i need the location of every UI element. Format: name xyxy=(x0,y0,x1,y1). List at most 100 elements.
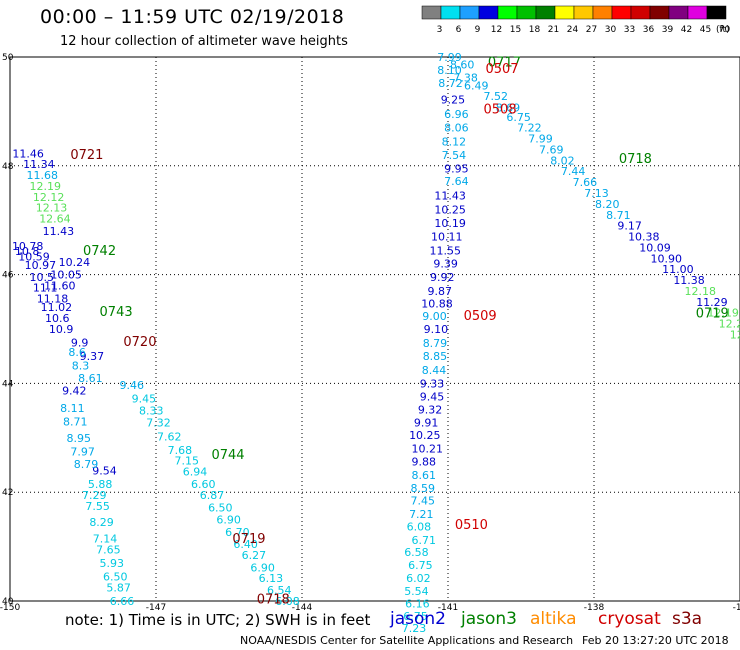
wave-height-label: 7.54 xyxy=(442,149,467,162)
wave-height-label: 7.52 xyxy=(484,90,509,103)
wave-height-label: 7.32 xyxy=(146,417,171,430)
wave-height-label: 9.39 xyxy=(433,258,458,271)
wave-height-label: 10.19 xyxy=(434,217,466,230)
satellite-jason3: jason3 xyxy=(461,609,517,629)
footer-note: note: 1) Time is in UTC; 2) SWH is in fe… xyxy=(65,611,371,629)
wave-height-label: 6.08 xyxy=(275,595,300,608)
time-label: 0510 xyxy=(455,518,488,533)
wave-height-label: 8.11 xyxy=(60,402,84,415)
wave-height-label: 10.24 xyxy=(59,256,91,269)
wave-height-label: 8.95 xyxy=(66,432,91,445)
wave-height-label: 6.94 xyxy=(183,466,208,479)
wave-height-label: 8.6 xyxy=(68,346,86,359)
wave-height-label: 11.02 xyxy=(41,301,73,314)
wave-height-label: 6.58 xyxy=(404,546,429,559)
wave-height-label: 8.06 xyxy=(444,122,469,135)
time-label: 0718 xyxy=(257,592,290,607)
wave-height-label: 7.15 xyxy=(174,455,199,468)
y-tick-label: 42 xyxy=(2,488,13,498)
wave-height-label: 10.05 xyxy=(50,269,82,282)
wave-height-label: 10.90 xyxy=(650,252,682,265)
legend-label: 70 xyxy=(719,25,731,35)
wave-height-label: 6.16 xyxy=(405,598,430,611)
wave-height-label: 9.42 xyxy=(62,384,87,397)
wave-height-label: 12.13 xyxy=(36,202,68,215)
wave-height-label: 10.21 xyxy=(412,443,444,456)
wave-height-label: 12.12 xyxy=(33,191,65,204)
legend-label: 36 xyxy=(643,25,655,35)
wave-height-label: 6.49 xyxy=(464,79,489,92)
wave-height-label: 9.54 xyxy=(92,464,117,477)
wave-height-label: 8.33 xyxy=(139,405,164,418)
wave-height-label: 8.61 xyxy=(412,469,437,482)
wave-height-label: 11.34 xyxy=(23,158,55,171)
legend-label: 24 xyxy=(567,25,579,35)
wave-height-label: 12.64 xyxy=(39,213,70,226)
wave-height-label: 7.13 xyxy=(584,187,609,200)
wave-height-label: 10.09 xyxy=(639,241,671,254)
wave-height-label: 10.88 xyxy=(421,297,453,310)
wave-height-label: 9.87 xyxy=(428,285,453,298)
time-label: 0744 xyxy=(211,448,244,463)
legend-label: 30 xyxy=(605,25,617,35)
wave-height-label: 7.66 xyxy=(573,176,598,189)
satellite-jason2: jason2 xyxy=(390,609,446,629)
wave-height-label: 5.93 xyxy=(100,557,125,570)
wave-height-label: 7.44 xyxy=(561,165,586,178)
legend-label: 9 xyxy=(475,25,481,35)
wave-height-label: 8.59 xyxy=(411,482,436,495)
wave-height-label: 9.91 xyxy=(414,417,439,430)
wave-height-label: 10.25 xyxy=(434,203,466,216)
wave-height-label: 6.54 xyxy=(267,584,292,597)
wave-height-label: 7.99 xyxy=(528,133,553,146)
wave-height-label: 11.68 xyxy=(27,169,59,182)
wave-height-label: 9.17 xyxy=(617,220,642,233)
wave-height-label: 6.02 xyxy=(406,572,431,585)
wave-height-label: 9.00 xyxy=(422,310,447,323)
wave-height-label: 11.55 xyxy=(430,245,462,258)
time-label: 0742 xyxy=(83,244,116,259)
legend-swatch xyxy=(630,5,651,20)
wave-height-label: 9.45 xyxy=(420,390,445,403)
legend-swatch xyxy=(478,5,499,20)
wave-height-label: 11.29 xyxy=(696,296,728,309)
wave-height-label: 7.55 xyxy=(85,500,110,513)
wave-height-label: 9.25 xyxy=(441,93,466,106)
wave-height-label: 9.95 xyxy=(444,163,469,176)
legend-label: 27 xyxy=(586,25,597,35)
time-label: 0508 xyxy=(484,103,517,118)
wave-height-label: 9.33 xyxy=(420,377,445,390)
legend-label: 18 xyxy=(529,25,541,35)
wave-height-label: 6.40 xyxy=(233,538,258,551)
wave-height-label: 10.6 xyxy=(45,312,70,325)
legend-swatch xyxy=(706,5,727,20)
legend-label: 3 xyxy=(437,25,443,35)
wave-height-label: 9.37 xyxy=(80,350,105,363)
wave-height-label: 8.79 xyxy=(423,337,448,350)
legend-unit: (ft) xyxy=(716,25,730,35)
wave-height-label: 11.60 xyxy=(44,279,76,292)
wave-height-label: 8.10 xyxy=(437,64,462,77)
x-tick-label: -150 xyxy=(0,603,20,613)
wave-height-label: 12.78 xyxy=(730,328,740,341)
time-label: 0507 xyxy=(485,62,518,77)
wave-height-label: 11.00 xyxy=(662,263,694,276)
legend-label: 33 xyxy=(624,25,635,35)
wave-height-label: 10.8 xyxy=(15,245,40,258)
x-tick-label: -138 xyxy=(584,603,605,613)
wave-height-label: 8.71 xyxy=(606,209,631,222)
wave-height-label: 11.43 xyxy=(434,190,466,203)
wave-height-label: 7.62 xyxy=(157,431,182,444)
wave-height-label: 8.72 xyxy=(438,77,463,90)
legend-swatch xyxy=(592,5,613,20)
y-tick-label: 48 xyxy=(2,162,14,172)
wave-height-label: 7.38 xyxy=(453,72,478,85)
wave-height-label: 7.29 xyxy=(82,489,107,502)
wave-height-label: 6.08 xyxy=(407,520,432,533)
x-tick-label: -13 xyxy=(733,603,740,613)
wave-height-label: 6.60 xyxy=(191,478,216,491)
legend-swatch xyxy=(649,5,670,20)
wave-height-label: 6.75 xyxy=(408,559,433,572)
legend-swatch xyxy=(573,5,594,20)
y-tick-label: 44 xyxy=(2,379,14,389)
